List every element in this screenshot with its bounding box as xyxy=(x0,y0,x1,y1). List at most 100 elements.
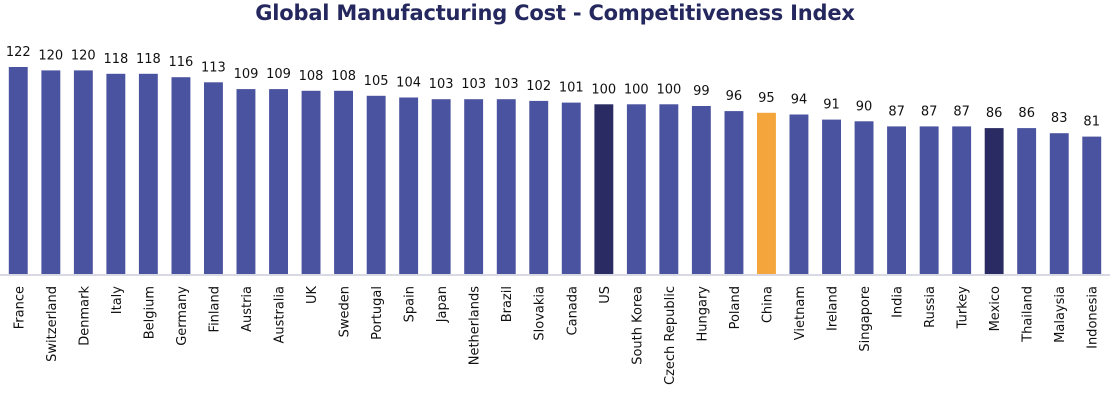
category-label-china: China xyxy=(760,286,775,323)
category-label-malaysia: Malaysia xyxy=(1053,286,1068,343)
value-label-south-korea: 100 xyxy=(624,82,649,97)
category-label-belgium: Belgium xyxy=(142,286,157,339)
category-label-denmark: Denmark xyxy=(77,286,92,346)
bar-czech-republic xyxy=(659,104,679,274)
category-label-switzerland: Switzerland xyxy=(45,286,60,362)
category-label-france: France xyxy=(12,286,27,329)
bar-portugal xyxy=(366,95,386,274)
value-label-turkey: 87 xyxy=(953,104,970,119)
bar-china xyxy=(757,112,776,274)
bar-uk xyxy=(301,90,321,274)
value-label-china: 95 xyxy=(758,91,775,106)
category-label-mexico: Mexico xyxy=(988,286,1003,331)
value-label-vietnam: 94 xyxy=(791,93,808,108)
category-label-slovakia: Slovakia xyxy=(533,286,548,341)
bar-vietnam xyxy=(789,114,809,274)
value-label-mexico: 86 xyxy=(986,106,1003,121)
value-label-finland: 113 xyxy=(201,60,226,75)
bar-canada xyxy=(561,102,581,274)
bar-belgium xyxy=(138,73,158,274)
bar-netherlands xyxy=(464,99,484,274)
value-label-spain: 104 xyxy=(396,76,421,91)
category-label-spain: Spain xyxy=(403,286,418,322)
value-labels-group: 122 120 120 118 118 116 113 109 109 108 108 105 104 1… xyxy=(6,45,1100,130)
bar-sweden xyxy=(334,90,353,274)
value-label-japan: 103 xyxy=(429,77,454,92)
category-label-germany: Germany xyxy=(175,286,190,346)
bar-south-korea xyxy=(626,104,646,274)
category-label-netherlands: Netherlands xyxy=(468,286,483,365)
value-label-belgium: 118 xyxy=(136,52,161,67)
value-label-australia: 109 xyxy=(266,67,291,82)
category-label-south-korea: South Korea xyxy=(630,286,645,365)
value-label-italy: 118 xyxy=(103,52,128,67)
category-label-canada: Canada xyxy=(565,286,580,335)
bar-singapore xyxy=(854,121,874,274)
category-label-vietnam: Vietnam xyxy=(793,286,808,340)
category-label-czech-republic: Czech Republic xyxy=(663,286,678,385)
value-label-czech-republic: 100 xyxy=(656,82,681,97)
value-label-netherlands: 103 xyxy=(461,77,486,92)
bar-finland xyxy=(204,82,223,274)
bar-denmark xyxy=(73,70,93,275)
bar-indonesia xyxy=(1082,136,1102,274)
category-label-russia: Russia xyxy=(923,286,938,328)
value-label-us: 100 xyxy=(591,82,616,97)
category-label-australia: Australia xyxy=(273,286,288,344)
category-label-sweden: Sweden xyxy=(338,286,353,337)
value-label-singapore: 90 xyxy=(856,99,873,114)
bar-turkey xyxy=(952,126,972,275)
category-label-thailand: Thailand xyxy=(1021,286,1036,343)
value-label-germany: 116 xyxy=(168,55,193,70)
bar-brazil xyxy=(496,99,516,274)
bar-italy xyxy=(106,73,126,274)
category-label-singapore: Singapore xyxy=(858,286,873,352)
value-label-slovakia: 102 xyxy=(526,79,551,94)
bar-austria xyxy=(236,89,256,274)
bar-japan xyxy=(431,99,451,274)
category-label-indonesia: Indonesia xyxy=(1086,286,1101,349)
bar-germany xyxy=(171,77,191,274)
category-label-brazil: Brazil xyxy=(500,286,515,322)
value-label-switzerland: 120 xyxy=(38,48,63,63)
bar-malaysia xyxy=(1049,133,1069,274)
bar-switzerland xyxy=(41,70,61,275)
value-label-sweden: 108 xyxy=(331,69,356,84)
value-label-portugal: 105 xyxy=(364,74,389,89)
value-label-india: 87 xyxy=(888,104,905,119)
bar-australia xyxy=(269,89,288,274)
value-label-russia: 87 xyxy=(921,104,938,119)
category-label-italy: Italy xyxy=(110,286,125,315)
bar-spain xyxy=(399,97,419,274)
bar-us xyxy=(594,104,614,274)
value-label-thailand: 86 xyxy=(1018,106,1035,121)
bar-poland xyxy=(724,111,744,274)
category-label-uk: UK xyxy=(305,286,320,305)
category-label-us: US xyxy=(598,286,613,304)
category-label-india: India xyxy=(891,286,906,318)
category-label-finland: Finland xyxy=(207,286,222,332)
bar-mexico xyxy=(984,128,1004,274)
category-label-ireland: Ireland xyxy=(826,286,841,331)
category-label-turkey: Turkey xyxy=(956,286,971,330)
category-label-portugal: Portugal xyxy=(370,286,385,340)
chart-title: Global Manufacturing Cost - Competitiven… xyxy=(255,1,855,25)
category-labels-group: France Switzerland Denmark Italy Belgium Germ… xyxy=(12,286,1100,385)
bar-thailand xyxy=(1017,128,1037,274)
bar-russia xyxy=(919,126,939,275)
value-label-denmark: 120 xyxy=(71,48,96,63)
bar-slovakia xyxy=(529,100,549,275)
category-label-hungary: Hungary xyxy=(695,286,710,342)
value-label-canada: 101 xyxy=(559,81,584,96)
bar-france xyxy=(8,67,28,274)
value-label-hungary: 99 xyxy=(693,84,710,99)
bars-group xyxy=(8,67,1102,275)
value-label-malaysia: 83 xyxy=(1051,111,1068,126)
category-label-austria: Austria xyxy=(240,286,255,332)
value-label-brazil: 103 xyxy=(494,77,519,92)
value-label-poland: 96 xyxy=(726,89,743,104)
bar-india xyxy=(887,126,906,275)
category-label-japan: Japan xyxy=(435,286,450,323)
value-label-uk: 108 xyxy=(299,69,324,84)
